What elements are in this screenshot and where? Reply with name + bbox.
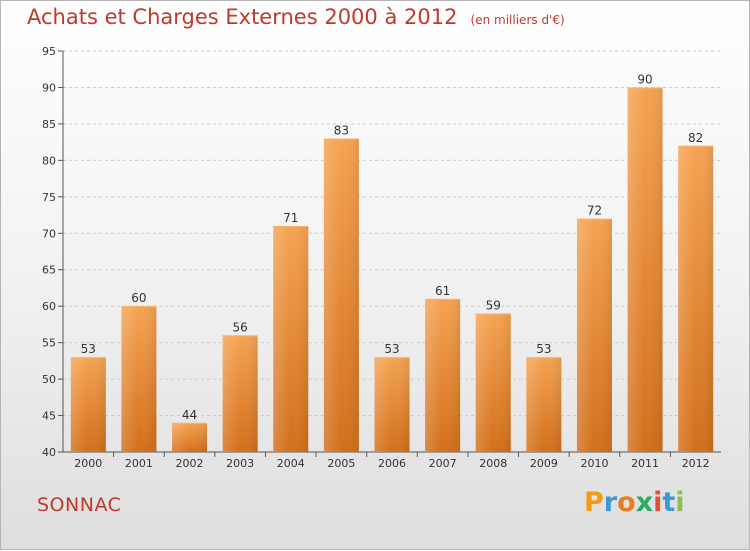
logo-letter: o xyxy=(617,487,636,518)
chart-title-block: Achats et Charges Externes 2000 à 2012 (… xyxy=(27,5,565,29)
x-tick-label-2011: 2011 xyxy=(631,457,659,470)
y-tick-label: 50 xyxy=(42,373,56,386)
y-tick-label: 95 xyxy=(42,45,56,58)
data-label-2001: 60 xyxy=(131,291,146,305)
data-label-2008: 59 xyxy=(486,298,501,312)
y-tick-label: 55 xyxy=(42,337,56,350)
bar-shine-2002 xyxy=(172,422,208,452)
bar-shine-2009 xyxy=(526,357,562,452)
bar-shine-2001 xyxy=(121,306,157,452)
bars xyxy=(70,87,714,453)
data-label-2003: 56 xyxy=(233,320,248,334)
data-label-2007: 61 xyxy=(435,284,450,298)
bar-shine-2007 xyxy=(425,298,461,452)
bar-shine-2010 xyxy=(576,218,612,452)
y-tick-label: 70 xyxy=(42,227,56,240)
x-tick-label-2003: 2003 xyxy=(226,457,254,470)
data-label-2011: 90 xyxy=(637,72,652,86)
commune-name: SONNAC xyxy=(37,494,122,516)
data-labels: 53 60 44 56 71 83 53 61 59 53 72 90 82 xyxy=(81,72,704,421)
x-tick-label-2010: 2010 xyxy=(580,457,608,470)
x-tick-label-2012: 2012 xyxy=(682,457,710,470)
data-label-2005: 83 xyxy=(334,123,349,137)
x-tick-label-2006: 2006 xyxy=(378,457,406,470)
bar-shine-2012 xyxy=(678,145,714,453)
y-tick-label: 60 xyxy=(42,300,56,313)
logo-letter: i xyxy=(675,487,685,518)
x-tick-label-2001: 2001 xyxy=(125,457,153,470)
y-tick-label: 75 xyxy=(42,191,56,204)
logo-letter: r xyxy=(603,487,618,518)
x-tick-label-2005: 2005 xyxy=(327,457,355,470)
x-tick-label-2000: 2000 xyxy=(74,457,102,470)
logo-letter: x xyxy=(635,487,654,518)
y-tick-label: 80 xyxy=(42,154,56,167)
y-tick-label: 85 xyxy=(42,118,56,131)
data-label-2012: 82 xyxy=(688,131,703,145)
y-tick-label: 65 xyxy=(42,264,56,277)
proxiti-logo: Proxiti xyxy=(584,487,685,518)
bar-shine-2000 xyxy=(70,357,106,452)
x-tick-label-2004: 2004 xyxy=(277,457,305,470)
data-label-2002: 44 xyxy=(182,408,197,422)
bar-shine-2006 xyxy=(374,357,410,452)
x-tick-label-2002: 2002 xyxy=(176,457,204,470)
bar-shine-2004 xyxy=(273,225,309,452)
bar-shine-2011 xyxy=(627,87,663,453)
data-label-2010: 72 xyxy=(587,204,602,218)
bar-shine-2008 xyxy=(475,313,511,452)
x-tick-label-2007: 2007 xyxy=(429,457,457,470)
data-label-2000: 53 xyxy=(81,342,96,356)
data-label-2009: 53 xyxy=(536,342,551,356)
chart-title: Achats et Charges Externes 2000 à 2012 xyxy=(27,5,458,29)
y-tick-label: 45 xyxy=(42,410,56,423)
logo-letter: i xyxy=(653,487,663,518)
chart-unit: (en milliers d'€) xyxy=(470,13,565,27)
bar-shine-2005 xyxy=(323,138,359,452)
x-tick-label-2008: 2008 xyxy=(479,457,507,470)
y-tick-label: 40 xyxy=(42,446,56,459)
data-label-2004: 71 xyxy=(283,211,298,225)
logo-letter: t xyxy=(662,487,676,518)
bar-shine-2003 xyxy=(222,335,258,452)
y-tick-label: 90 xyxy=(42,81,56,94)
data-label-2006: 53 xyxy=(384,342,399,356)
logo-letter: P xyxy=(584,487,604,518)
x-tick-label-2009: 2009 xyxy=(530,457,558,470)
